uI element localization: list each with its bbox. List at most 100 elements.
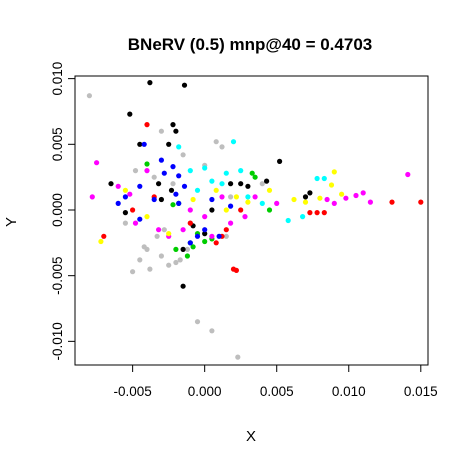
point-blue-5 bbox=[137, 216, 143, 222]
point-black-11 bbox=[228, 181, 234, 187]
point-yellow-13 bbox=[223, 207, 229, 213]
point-gray-5 bbox=[130, 269, 136, 275]
point-red-13 bbox=[238, 207, 244, 213]
point-black-23 bbox=[166, 141, 172, 147]
point-gray-23 bbox=[132, 168, 139, 174]
point-magenta-18 bbox=[252, 194, 258, 200]
x-tick-label-2: 0.005 bbox=[260, 384, 294, 399]
point-black-19 bbox=[245, 183, 251, 189]
point-black-14 bbox=[168, 187, 175, 193]
point-yellow-9 bbox=[166, 231, 172, 237]
point-magenta-11 bbox=[156, 227, 162, 233]
x-tick-label-1: 0.000 bbox=[188, 384, 222, 399]
point-cyan-5 bbox=[187, 168, 193, 174]
point-cyan-3 bbox=[209, 178, 215, 184]
point-red-3 bbox=[307, 210, 313, 216]
point-gray-20 bbox=[228, 194, 234, 200]
point-black-2 bbox=[127, 111, 133, 117]
point-magenta-22 bbox=[219, 194, 225, 200]
point-black-9 bbox=[307, 190, 313, 196]
point-cyan-6 bbox=[285, 217, 291, 224]
point-black-1 bbox=[181, 82, 188, 88]
point-gray-1 bbox=[235, 354, 241, 360]
point-cyan-11 bbox=[194, 187, 201, 193]
point-gray-7 bbox=[158, 253, 164, 259]
point-yellow-7 bbox=[233, 194, 239, 200]
point-blue-3 bbox=[158, 157, 164, 163]
point-magenta-10 bbox=[132, 220, 139, 226]
point-gray-17 bbox=[158, 128, 164, 134]
point-black-13 bbox=[158, 196, 164, 203]
point-green-12 bbox=[202, 238, 208, 245]
point-red-10 bbox=[101, 233, 107, 239]
point-black-4 bbox=[170, 122, 176, 128]
point-gray-3 bbox=[209, 328, 215, 334]
point-blue-11 bbox=[209, 196, 215, 203]
y-axis-label: Y bbox=[3, 217, 20, 227]
point-yellow-4 bbox=[317, 195, 323, 201]
point-cyan-8 bbox=[321, 175, 327, 182]
point-green-3 bbox=[252, 174, 258, 180]
point-blue-13 bbox=[173, 191, 179, 197]
y-axis: -0.010 -0.005 0.000 0.005 0.010 bbox=[50, 62, 76, 360]
chart-title: BNeRV (0.5) mnp@40 = 0.4703 bbox=[128, 35, 372, 54]
point-magenta-6 bbox=[367, 199, 373, 205]
point-magenta-5 bbox=[353, 192, 359, 199]
point-red-0 bbox=[144, 122, 150, 128]
point-gray-28 bbox=[122, 220, 128, 226]
x-tick-label-0: -0.005 bbox=[113, 384, 151, 399]
point-magenta-21 bbox=[324, 196, 330, 203]
point-black-22 bbox=[209, 207, 215, 213]
point-yellow-15 bbox=[190, 196, 196, 203]
y-tick-label-3: 0.005 bbox=[50, 127, 65, 161]
point-gray-14 bbox=[137, 257, 143, 263]
point-gray-15 bbox=[213, 139, 219, 145]
point-cyan-1 bbox=[176, 144, 182, 150]
point-black-15 bbox=[122, 210, 128, 216]
point-red-8 bbox=[213, 240, 219, 246]
point-magenta-9 bbox=[127, 191, 133, 197]
point-magenta-7 bbox=[331, 200, 337, 206]
point-green-9 bbox=[170, 202, 176, 208]
point-yellow-14 bbox=[302, 199, 309, 205]
point-black-18 bbox=[202, 231, 208, 237]
point-green-2 bbox=[249, 170, 255, 176]
point-black-0 bbox=[147, 80, 153, 86]
y-tick-label-4: 0.010 bbox=[50, 62, 65, 96]
point-yellow-3 bbox=[339, 191, 345, 197]
point-red-12 bbox=[187, 220, 193, 226]
points-layer bbox=[86, 80, 424, 360]
point-red-2 bbox=[233, 267, 239, 273]
point-cyan-7 bbox=[314, 175, 320, 182]
point-yellow-12 bbox=[144, 214, 150, 220]
point-cyan-0 bbox=[230, 139, 237, 145]
point-green-10 bbox=[266, 207, 273, 213]
point-yellow-10 bbox=[213, 187, 219, 193]
point-blue-6 bbox=[176, 200, 182, 206]
x-axis: -0.005 0.000 0.005 0.010 0.015 bbox=[113, 364, 438, 399]
x-tick-label-3: 0.010 bbox=[332, 384, 366, 399]
x-axis-label: X bbox=[246, 428, 256, 445]
point-blue-8 bbox=[194, 233, 201, 239]
point-black-20 bbox=[238, 181, 244, 187]
point-black-16 bbox=[108, 181, 114, 187]
point-yellow-5 bbox=[291, 196, 297, 203]
point-magenta-16 bbox=[209, 233, 215, 239]
point-yellow-0 bbox=[98, 238, 104, 245]
point-gray-9 bbox=[173, 259, 179, 266]
point-blue-0 bbox=[141, 141, 147, 147]
point-yellow-1 bbox=[328, 182, 335, 188]
point-black-3 bbox=[137, 141, 143, 147]
point-gray-6 bbox=[166, 262, 172, 268]
point-magenta-1 bbox=[89, 194, 95, 200]
point-magenta-12 bbox=[228, 220, 234, 226]
y-tick-label-1: -0.005 bbox=[50, 257, 65, 295]
point-green-7 bbox=[184, 253, 190, 259]
point-blue-17 bbox=[161, 170, 167, 176]
point-gray-10 bbox=[154, 233, 160, 239]
point-gray-25 bbox=[180, 152, 186, 158]
point-yellow-8 bbox=[122, 187, 128, 193]
point-magenta-13 bbox=[202, 214, 208, 220]
point-blue-15 bbox=[202, 227, 208, 233]
